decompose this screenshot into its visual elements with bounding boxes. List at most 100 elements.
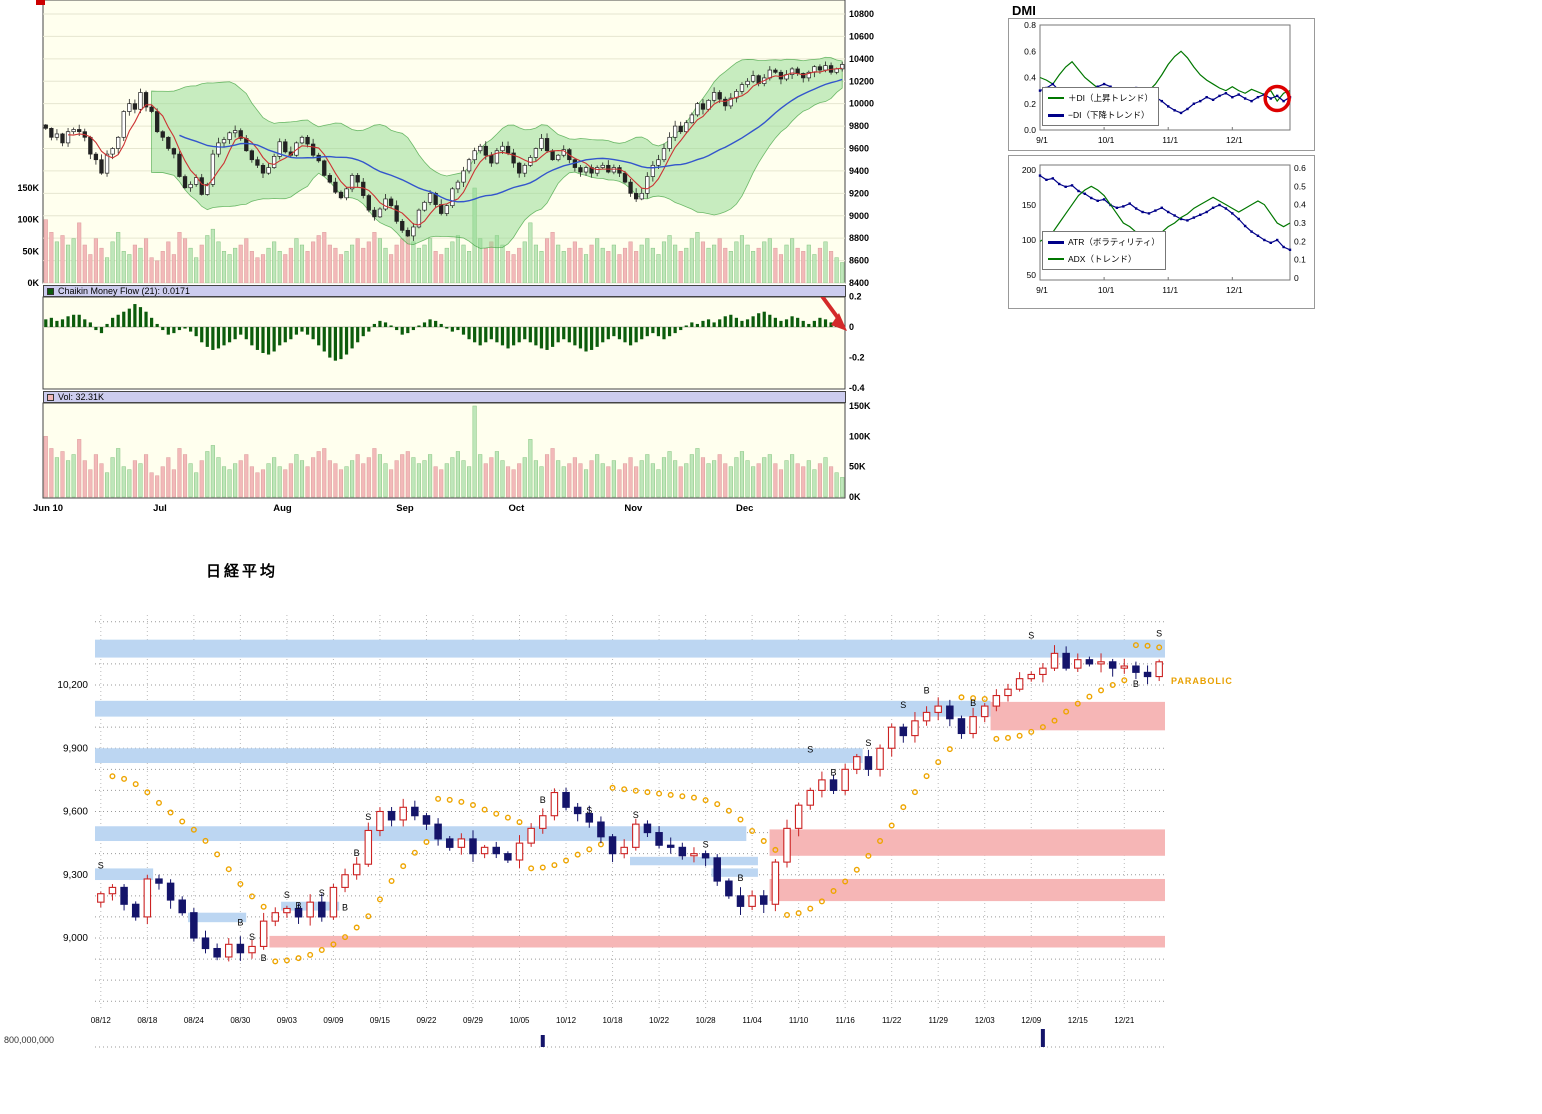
svg-text:12/09: 12/09 (1021, 1016, 1042, 1025)
vol-legend-swatch-icon (47, 393, 54, 401)
atr-legend-row: ATR（ボラティリティ） (1048, 236, 1160, 248)
svg-text:9/1: 9/1 (1036, 285, 1048, 295)
svg-text:150: 150 (1022, 200, 1036, 210)
svg-text:9/1: 9/1 (1036, 135, 1048, 145)
svg-text:11/29: 11/29 (928, 1016, 948, 1025)
svg-text:10600: 10600 (849, 31, 874, 41)
nikkei-chart-title: 日経平均 (206, 563, 279, 580)
svg-text:08/30: 08/30 (230, 1016, 251, 1025)
svg-text:Jul: Jul (153, 503, 167, 514)
svg-text:50K: 50K (849, 462, 866, 472)
svg-text:0.4: 0.4 (1024, 73, 1036, 83)
svg-text:10/1: 10/1 (1098, 135, 1115, 145)
svg-text:0.4: 0.4 (1294, 200, 1306, 210)
svg-text:S: S (284, 890, 290, 900)
svg-text:9,600: 9,600 (63, 807, 88, 818)
svg-text:0.3: 0.3 (1294, 218, 1306, 228)
dmi-title: DMI (1012, 3, 1036, 18)
svg-text:10/28: 10/28 (696, 1016, 717, 1025)
atr-legend-label: ATR（ボラティリティ） (1068, 237, 1160, 247)
svg-text:11/1: 11/1 (1162, 285, 1178, 295)
svg-text:B: B (296, 900, 302, 910)
svg-text:10200: 10200 (849, 76, 874, 86)
svg-text:-0.4: -0.4 (849, 383, 865, 393)
svg-text:10400: 10400 (849, 54, 874, 64)
svg-text:12/21: 12/21 (1114, 1016, 1135, 1025)
svg-text:S: S (319, 888, 325, 898)
svg-text:100K: 100K (17, 215, 39, 225)
minus-di-legend-row: −DI（下降トレンド） (1048, 109, 1153, 121)
plus-di-legend-label: ＋DI（上昇トレンド） (1068, 93, 1154, 103)
svg-text:Aug: Aug (273, 503, 292, 514)
svg-text:10,200: 10,200 (57, 680, 88, 691)
vol-label: Vol: 32.31K (58, 391, 105, 402)
svg-text:09/15: 09/15 (370, 1016, 391, 1025)
volume-axis-label: 800,000,000 (4, 1035, 55, 1045)
svg-text:B: B (540, 795, 546, 805)
svg-text:08/18: 08/18 (137, 1016, 158, 1025)
atr-line-icon (1048, 240, 1064, 244)
svg-text:12/1: 12/1 (1226, 135, 1243, 145)
svg-text:9,300: 9,300 (63, 870, 88, 881)
svg-text:9200: 9200 (849, 188, 869, 198)
svg-text:10/18: 10/18 (603, 1016, 624, 1025)
adx-line-icon (1048, 258, 1064, 260)
adx-legend-row: ADX（トレンド） (1048, 253, 1160, 265)
svg-text:0.5: 0.5 (1294, 181, 1306, 191)
svg-text:12/1: 12/1 (1226, 285, 1243, 295)
svg-text:Nov: Nov (624, 503, 643, 514)
svg-text:9800: 9800 (849, 121, 869, 131)
svg-text:B: B (831, 768, 837, 778)
svg-text:50: 50 (1027, 270, 1037, 280)
svg-text:08/24: 08/24 (184, 1016, 205, 1025)
svg-text:9400: 9400 (849, 166, 869, 176)
svg-text:B: B (924, 685, 930, 695)
svg-text:50K: 50K (22, 246, 39, 256)
svg-text:Dec: Dec (736, 503, 753, 514)
svg-text:200: 200 (1022, 165, 1036, 175)
svg-text:10/1: 10/1 (1098, 285, 1115, 295)
svg-text:150K: 150K (17, 183, 39, 193)
svg-text:09/09: 09/09 (323, 1016, 344, 1025)
svg-text:S: S (865, 738, 871, 748)
svg-text:S: S (633, 810, 639, 820)
cmf-panel-header: Chaikin Money Flow (21): 0.0171 (43, 285, 846, 297)
svg-text:B: B (342, 903, 348, 913)
svg-text:8800: 8800 (849, 233, 869, 243)
svg-text:0.6: 0.6 (1024, 46, 1036, 56)
svg-text:B: B (354, 848, 360, 858)
svg-text:0.0: 0.0 (1024, 125, 1036, 135)
svg-text:9,000: 9,000 (63, 933, 88, 944)
vol-panel-header: Vol: 32.31K (43, 391, 846, 403)
svg-text:08/12: 08/12 (91, 1016, 112, 1025)
svg-text:0: 0 (849, 322, 854, 332)
svg-text:S: S (249, 932, 255, 942)
svg-text:0.2: 0.2 (849, 291, 862, 301)
svg-text:B: B (261, 953, 267, 963)
svg-text:09/03: 09/03 (277, 1016, 298, 1025)
svg-text:B: B (970, 698, 976, 708)
svg-text:S: S (703, 839, 709, 849)
svg-text:S: S (365, 812, 371, 822)
svg-text:11/16: 11/16 (835, 1016, 855, 1025)
svg-text:S: S (1156, 629, 1162, 639)
svg-text:11/10: 11/10 (789, 1016, 809, 1025)
svg-text:B: B (1133, 679, 1139, 689)
svg-text:0.1: 0.1 (1294, 255, 1306, 265)
svg-text:8600: 8600 (849, 256, 869, 266)
price-volume-chart-svg: 10800 10600 10400 10200 10000 9800 9600 9400 920… (17, 0, 874, 514)
svg-text:11/04: 11/04 (742, 1016, 762, 1025)
plus-di-line-icon (1048, 97, 1064, 99)
svg-text:10000: 10000 (849, 99, 874, 109)
svg-text:12/03: 12/03 (975, 1016, 996, 1025)
svg-text:Jun 10: Jun 10 (33, 503, 63, 514)
svg-text:12/15: 12/15 (1068, 1016, 1089, 1025)
cmf-legend-swatch-icon (47, 287, 54, 295)
svg-text:10800: 10800 (849, 9, 874, 19)
svg-text:0K: 0K (27, 278, 39, 288)
svg-text:0.8: 0.8 (1024, 20, 1036, 30)
svg-text:9,900: 9,900 (63, 743, 88, 754)
svg-text:-0.2: -0.2 (849, 353, 865, 363)
svg-text:09/29: 09/29 (463, 1016, 484, 1025)
